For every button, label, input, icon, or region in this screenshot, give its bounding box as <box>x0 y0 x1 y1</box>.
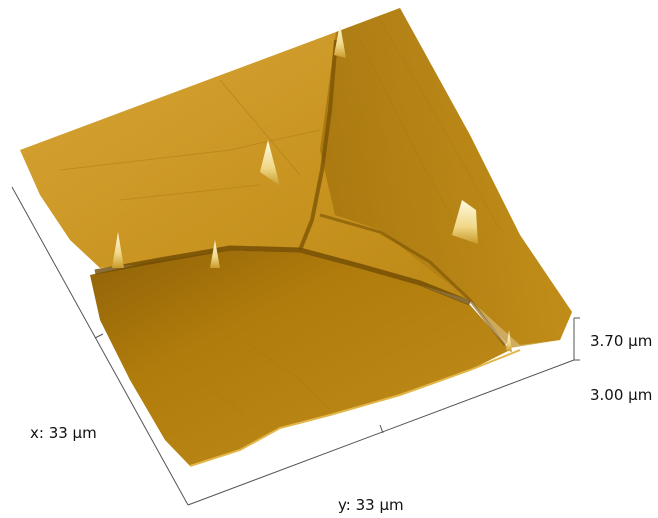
peak-6 <box>506 330 512 352</box>
surface-texture <box>59 19 501 421</box>
surface-front-edge <box>189 349 521 467</box>
axis-frame <box>11 186 580 506</box>
vertical-crack <box>298 39 338 251</box>
peak-4 <box>334 24 346 58</box>
y-axis-line <box>187 359 575 506</box>
peak-1 <box>112 232 124 268</box>
peak-5 <box>452 200 478 244</box>
surface <box>20 8 572 467</box>
y-axis-label: y: 33 µm <box>338 496 404 514</box>
diagonal-crack <box>319 213 507 346</box>
x-axis-tick <box>94 333 104 339</box>
x-axis-label: x: 33 µm <box>30 424 97 442</box>
x-axis-line <box>11 186 189 506</box>
z-min-label: 3.00 µm <box>590 386 653 404</box>
y-axis-tick <box>379 424 384 434</box>
peak-2 <box>210 240 220 268</box>
surface-lower-terrace <box>90 250 510 466</box>
z-max-label: 3.70 µm <box>590 332 653 350</box>
surface-right-region <box>320 8 572 348</box>
peak-3 <box>260 140 280 186</box>
